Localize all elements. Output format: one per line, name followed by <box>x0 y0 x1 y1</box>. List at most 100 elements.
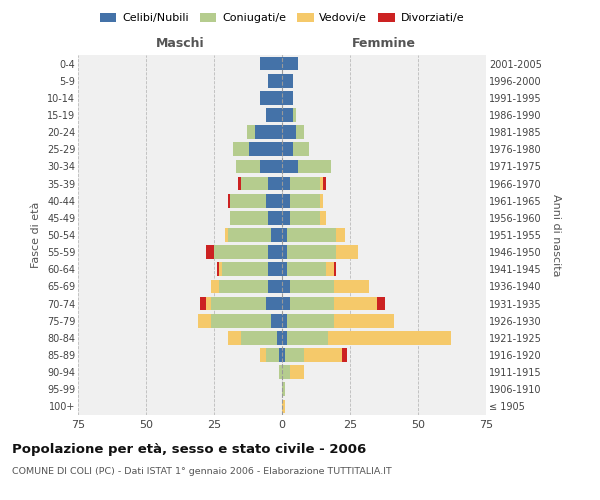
Bar <box>282 331 287 344</box>
Text: Popolazione per età, sesso e stato civile - 2006: Popolazione per età, sesso e stato civil… <box>12 442 366 456</box>
Bar <box>206 296 211 310</box>
Bar <box>334 296 377 310</box>
Bar <box>241 176 268 190</box>
Bar <box>250 142 282 156</box>
Bar <box>217 262 220 276</box>
Bar <box>236 160 260 173</box>
Bar <box>266 194 282 207</box>
Bar <box>268 211 282 224</box>
Bar <box>282 348 285 362</box>
Y-axis label: Anni di nascita: Anni di nascita <box>551 194 561 276</box>
Bar <box>334 280 369 293</box>
Bar <box>282 142 293 156</box>
Bar <box>222 262 268 276</box>
Bar <box>268 246 282 259</box>
Bar <box>287 331 328 344</box>
Bar <box>328 331 451 344</box>
Bar <box>271 228 282 242</box>
Bar <box>247 126 255 139</box>
Bar <box>282 56 298 70</box>
Bar <box>230 194 266 207</box>
Bar <box>282 296 290 310</box>
Bar <box>320 211 326 224</box>
Bar <box>293 142 309 156</box>
Bar <box>282 366 290 379</box>
Bar <box>337 228 344 242</box>
Bar <box>320 194 323 207</box>
Bar <box>260 56 282 70</box>
Bar <box>282 74 293 88</box>
Bar <box>290 280 334 293</box>
Bar <box>290 194 320 207</box>
Bar <box>197 314 211 328</box>
Bar <box>268 176 282 190</box>
Bar <box>287 228 337 242</box>
Bar <box>282 108 293 122</box>
Bar <box>285 348 304 362</box>
Bar <box>268 74 282 88</box>
Bar <box>282 382 285 396</box>
Bar <box>323 176 326 190</box>
Bar <box>326 262 334 276</box>
Bar <box>293 108 296 122</box>
Bar <box>266 348 279 362</box>
Bar <box>277 331 282 344</box>
Bar <box>233 142 250 156</box>
Bar <box>227 228 271 242</box>
Bar <box>298 160 331 173</box>
Bar <box>268 280 282 293</box>
Legend: Celibi/Nubili, Coniugati/e, Vedovi/e, Divorziati/e: Celibi/Nubili, Coniugati/e, Vedovi/e, Di… <box>95 8 469 28</box>
Bar <box>304 348 342 362</box>
Bar <box>290 296 334 310</box>
Bar <box>334 262 337 276</box>
Bar <box>279 366 282 379</box>
Bar <box>287 262 326 276</box>
Bar <box>220 280 268 293</box>
Bar <box>290 211 320 224</box>
Bar <box>211 314 271 328</box>
Bar <box>320 176 323 190</box>
Bar <box>377 296 385 310</box>
Bar <box>282 280 290 293</box>
Bar <box>238 176 241 190</box>
Text: Femmine: Femmine <box>352 37 416 50</box>
Bar <box>282 314 287 328</box>
Bar <box>200 296 206 310</box>
Bar <box>282 400 285 413</box>
Bar <box>287 314 334 328</box>
Bar <box>337 246 358 259</box>
Bar <box>282 246 287 259</box>
Y-axis label: Fasce di età: Fasce di età <box>31 202 41 268</box>
Bar <box>241 331 277 344</box>
Bar <box>230 211 268 224</box>
Bar <box>282 211 290 224</box>
Bar <box>296 126 304 139</box>
Bar <box>260 91 282 104</box>
Bar <box>211 280 220 293</box>
Bar <box>260 160 282 173</box>
Bar <box>266 296 282 310</box>
Bar <box>282 91 293 104</box>
Bar <box>282 262 287 276</box>
Bar <box>290 366 304 379</box>
Text: COMUNE DI COLI (PC) - Dati ISTAT 1° gennaio 2006 - Elaborazione TUTTITALIA.IT: COMUNE DI COLI (PC) - Dati ISTAT 1° genn… <box>12 468 392 476</box>
Bar <box>282 194 290 207</box>
Bar <box>334 314 394 328</box>
Bar <box>266 108 282 122</box>
Bar <box>227 194 230 207</box>
Bar <box>282 160 298 173</box>
Bar <box>342 348 347 362</box>
Bar <box>287 246 337 259</box>
Bar <box>220 262 222 276</box>
Bar <box>282 176 290 190</box>
Bar <box>260 348 266 362</box>
Bar <box>279 348 282 362</box>
Bar <box>255 126 282 139</box>
Bar <box>206 246 214 259</box>
Bar <box>282 228 287 242</box>
Bar <box>211 296 266 310</box>
Bar <box>225 228 227 242</box>
Bar <box>268 262 282 276</box>
Bar <box>214 246 268 259</box>
Text: Maschi: Maschi <box>155 37 205 50</box>
